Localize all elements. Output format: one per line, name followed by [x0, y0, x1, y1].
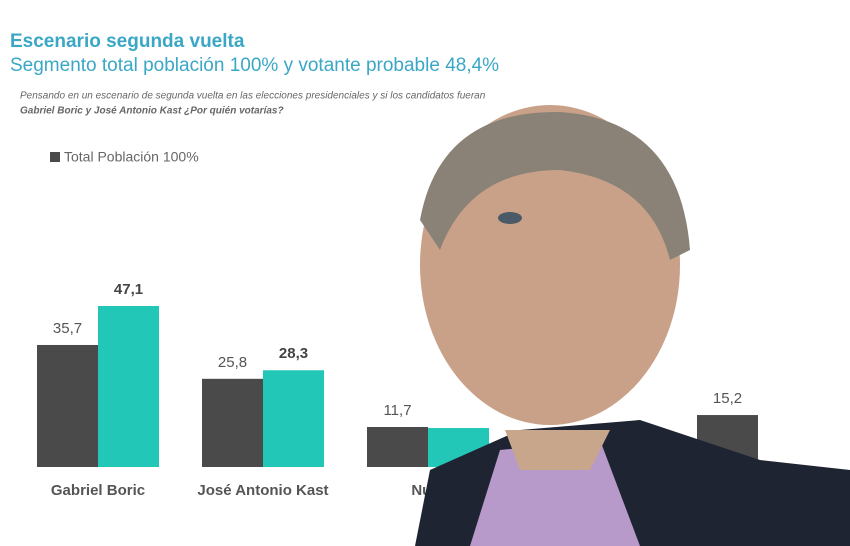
- value-label: 28,3: [279, 345, 308, 362]
- plot: Total Población 100% Gabriel Boric 35,7 47,…: [37, 149, 758, 499]
- legend-swatch: [50, 152, 60, 162]
- question-note: Gabriel Boric y José Antonio Kast ¿Por q…: [20, 106, 284, 117]
- chart-subtitle: Segmento total población 100% y votante …: [10, 55, 499, 76]
- legend-label: Total Población 100%: [64, 149, 199, 165]
- question-note: Pensando en un escenario de segunda vuel…: [20, 91, 486, 102]
- bar: [367, 427, 428, 467]
- bar: [37, 344, 98, 467]
- bar: [202, 378, 263, 467]
- value-label: 15,2: [713, 390, 742, 407]
- value-label: 47,1: [114, 281, 143, 298]
- bar: [98, 306, 159, 467]
- chart-title: Escenario segunda vuelta: [10, 31, 245, 52]
- bar: [263, 370, 324, 467]
- x-tick-label: José Antonio Kast: [197, 482, 328, 499]
- value-label: 35,7: [53, 320, 82, 337]
- value-label: 25,8: [218, 354, 247, 371]
- photo: [415, 105, 850, 546]
- x-tick-label: Gabriel Boric: [51, 482, 145, 499]
- value-label: 11,7: [383, 402, 411, 419]
